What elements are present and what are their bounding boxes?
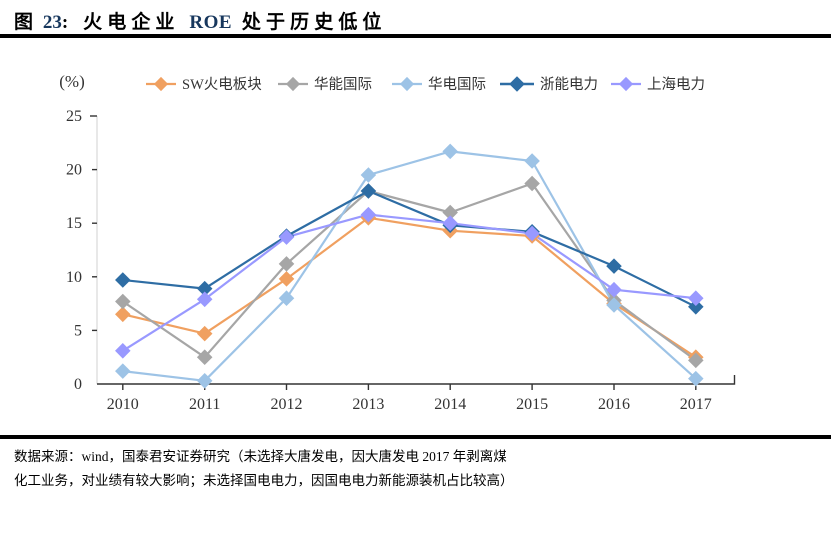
svg-text:华能国际: 华能国际: [314, 76, 372, 93]
svg-text:(%): (%): [59, 72, 84, 91]
svg-text:15: 15: [66, 215, 82, 232]
svg-text:0: 0: [74, 376, 82, 393]
svg-text:上海电力: 上海电力: [647, 76, 705, 93]
svg-text:SW火电板块: SW火电板块: [182, 75, 262, 93]
svg-text:2010: 2010: [107, 396, 139, 413]
svg-text:10: 10: [66, 269, 82, 286]
svg-text:浙能电力: 浙能电力: [540, 76, 598, 93]
svg-text:2017: 2017: [680, 396, 712, 413]
svg-text:5: 5: [74, 322, 82, 339]
svg-text:2011: 2011: [189, 396, 220, 413]
svg-text:2014: 2014: [434, 396, 466, 413]
svg-text:华电国际: 华电国际: [428, 76, 486, 93]
svg-text:2015: 2015: [516, 396, 548, 413]
svg-text:2012: 2012: [271, 396, 303, 413]
svg-text:2013: 2013: [352, 396, 384, 413]
svg-text:2016: 2016: [598, 396, 630, 413]
svg-text:25: 25: [66, 108, 82, 125]
svg-text:20: 20: [66, 162, 82, 179]
